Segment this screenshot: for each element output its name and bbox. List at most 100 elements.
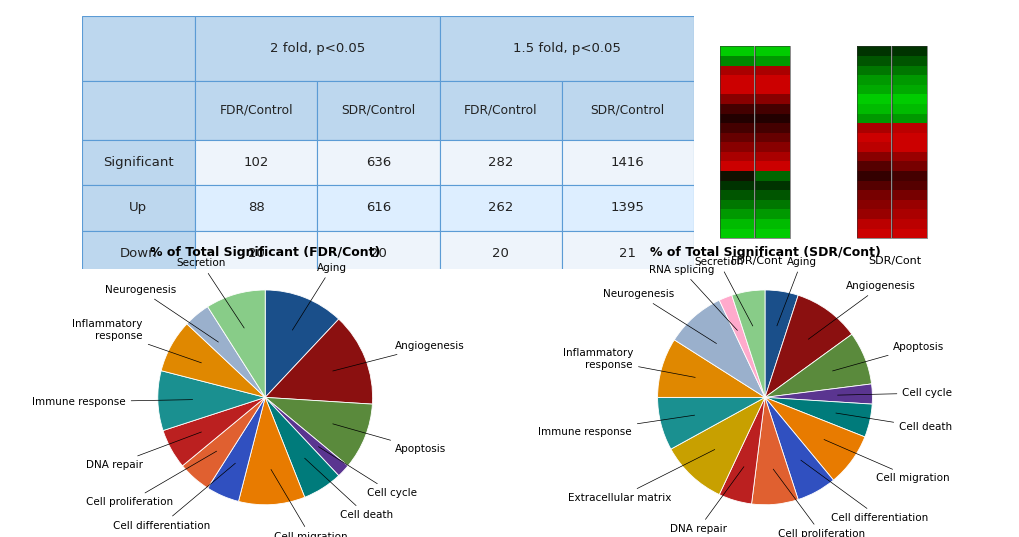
Bar — [195, 185, 317, 231]
Bar — [719, 162, 753, 171]
Bar — [82, 140, 195, 185]
Text: Cell differentiation: Cell differentiation — [112, 463, 235, 531]
Title: % of Total Significant (FDR/Cont): % of Total Significant (FDR/Cont) — [150, 246, 380, 259]
Bar — [892, 133, 926, 142]
Text: 21: 21 — [619, 247, 636, 260]
Bar — [719, 46, 753, 56]
Bar — [856, 190, 891, 200]
Text: Secretion: Secretion — [694, 257, 752, 326]
Text: 1395: 1395 — [610, 201, 644, 214]
Bar — [856, 219, 891, 229]
Bar — [892, 209, 926, 219]
Bar — [755, 104, 789, 113]
Bar — [719, 200, 753, 209]
Bar — [195, 140, 317, 185]
Text: Up: Up — [129, 201, 147, 214]
Text: 282: 282 — [488, 156, 513, 169]
Bar — [856, 85, 891, 95]
Wedge shape — [265, 397, 347, 476]
Text: Immune response: Immune response — [538, 415, 694, 437]
Text: DNA repair: DNA repair — [669, 467, 743, 534]
Bar — [317, 185, 439, 231]
Bar — [82, 185, 195, 231]
Bar — [719, 95, 753, 104]
Wedge shape — [182, 397, 265, 488]
Bar — [317, 140, 439, 185]
Bar — [439, 16, 693, 81]
Bar — [719, 142, 753, 152]
Text: Extracellular matrix: Extracellular matrix — [567, 449, 714, 503]
Text: RNA splicing: RNA splicing — [648, 265, 737, 330]
Bar — [856, 113, 891, 123]
Bar — [755, 75, 789, 85]
Bar — [856, 46, 891, 238]
Text: FDR/Control: FDR/Control — [219, 104, 292, 117]
Bar — [755, 229, 789, 238]
Text: Secretion: Secretion — [176, 258, 244, 328]
Text: Angiogenesis: Angiogenesis — [332, 341, 465, 371]
Bar — [719, 190, 753, 200]
Text: 20: 20 — [248, 247, 264, 260]
Text: Inflammatory
response: Inflammatory response — [72, 320, 201, 363]
Bar — [317, 81, 439, 140]
Text: Apoptosis: Apoptosis — [832, 342, 944, 371]
Bar — [892, 46, 926, 238]
Bar — [82, 16, 195, 81]
Bar — [892, 229, 926, 238]
Wedge shape — [265, 290, 338, 397]
Bar — [892, 162, 926, 171]
Bar — [856, 56, 891, 66]
Bar — [856, 75, 891, 85]
Text: SDR/Cont: SDR/Cont — [867, 256, 920, 266]
Bar — [755, 133, 789, 142]
Wedge shape — [671, 397, 764, 495]
Bar — [892, 56, 926, 66]
Text: 1416: 1416 — [610, 156, 644, 169]
Bar — [755, 95, 789, 104]
Bar — [892, 113, 926, 123]
Bar — [755, 46, 789, 56]
Bar — [755, 162, 789, 171]
Bar — [755, 190, 789, 200]
Text: Neurogenesis: Neurogenesis — [602, 289, 715, 344]
Wedge shape — [764, 397, 833, 499]
Text: Inflammatory
response: Inflammatory response — [562, 348, 695, 378]
Bar — [755, 171, 789, 180]
Bar — [719, 123, 753, 133]
Bar — [892, 85, 926, 95]
Bar — [856, 133, 891, 142]
Text: Significant: Significant — [103, 156, 173, 169]
Bar — [856, 123, 891, 133]
Wedge shape — [163, 397, 265, 466]
Wedge shape — [186, 307, 265, 397]
Text: Cell death: Cell death — [835, 413, 952, 432]
Bar — [719, 66, 753, 75]
Bar — [892, 180, 926, 190]
Bar — [892, 152, 926, 162]
Bar — [755, 219, 789, 229]
Bar — [719, 219, 753, 229]
Text: Cell death: Cell death — [305, 458, 392, 520]
Wedge shape — [265, 397, 372, 466]
Bar — [561, 140, 693, 185]
Bar — [561, 185, 693, 231]
Text: Cell migration: Cell migration — [271, 469, 347, 537]
Bar — [755, 152, 789, 162]
Wedge shape — [764, 397, 871, 437]
Bar — [755, 200, 789, 209]
Bar — [719, 46, 753, 238]
Text: 636: 636 — [366, 156, 390, 169]
Bar — [561, 81, 693, 140]
Wedge shape — [208, 290, 265, 397]
Text: Cell differentiation: Cell differentiation — [800, 460, 927, 523]
Text: Neurogenesis: Neurogenesis — [105, 285, 218, 342]
Wedge shape — [718, 295, 764, 397]
Text: 1.5 fold, p<0.05: 1.5 fold, p<0.05 — [513, 42, 620, 55]
Text: 616: 616 — [366, 201, 390, 214]
Text: Cell cycle: Cell cycle — [318, 447, 417, 498]
Text: FDR/Cont: FDR/Cont — [731, 256, 783, 266]
Bar — [719, 180, 753, 190]
Bar — [719, 104, 753, 113]
Bar — [195, 231, 317, 276]
Text: DNA repair: DNA repair — [86, 432, 201, 470]
